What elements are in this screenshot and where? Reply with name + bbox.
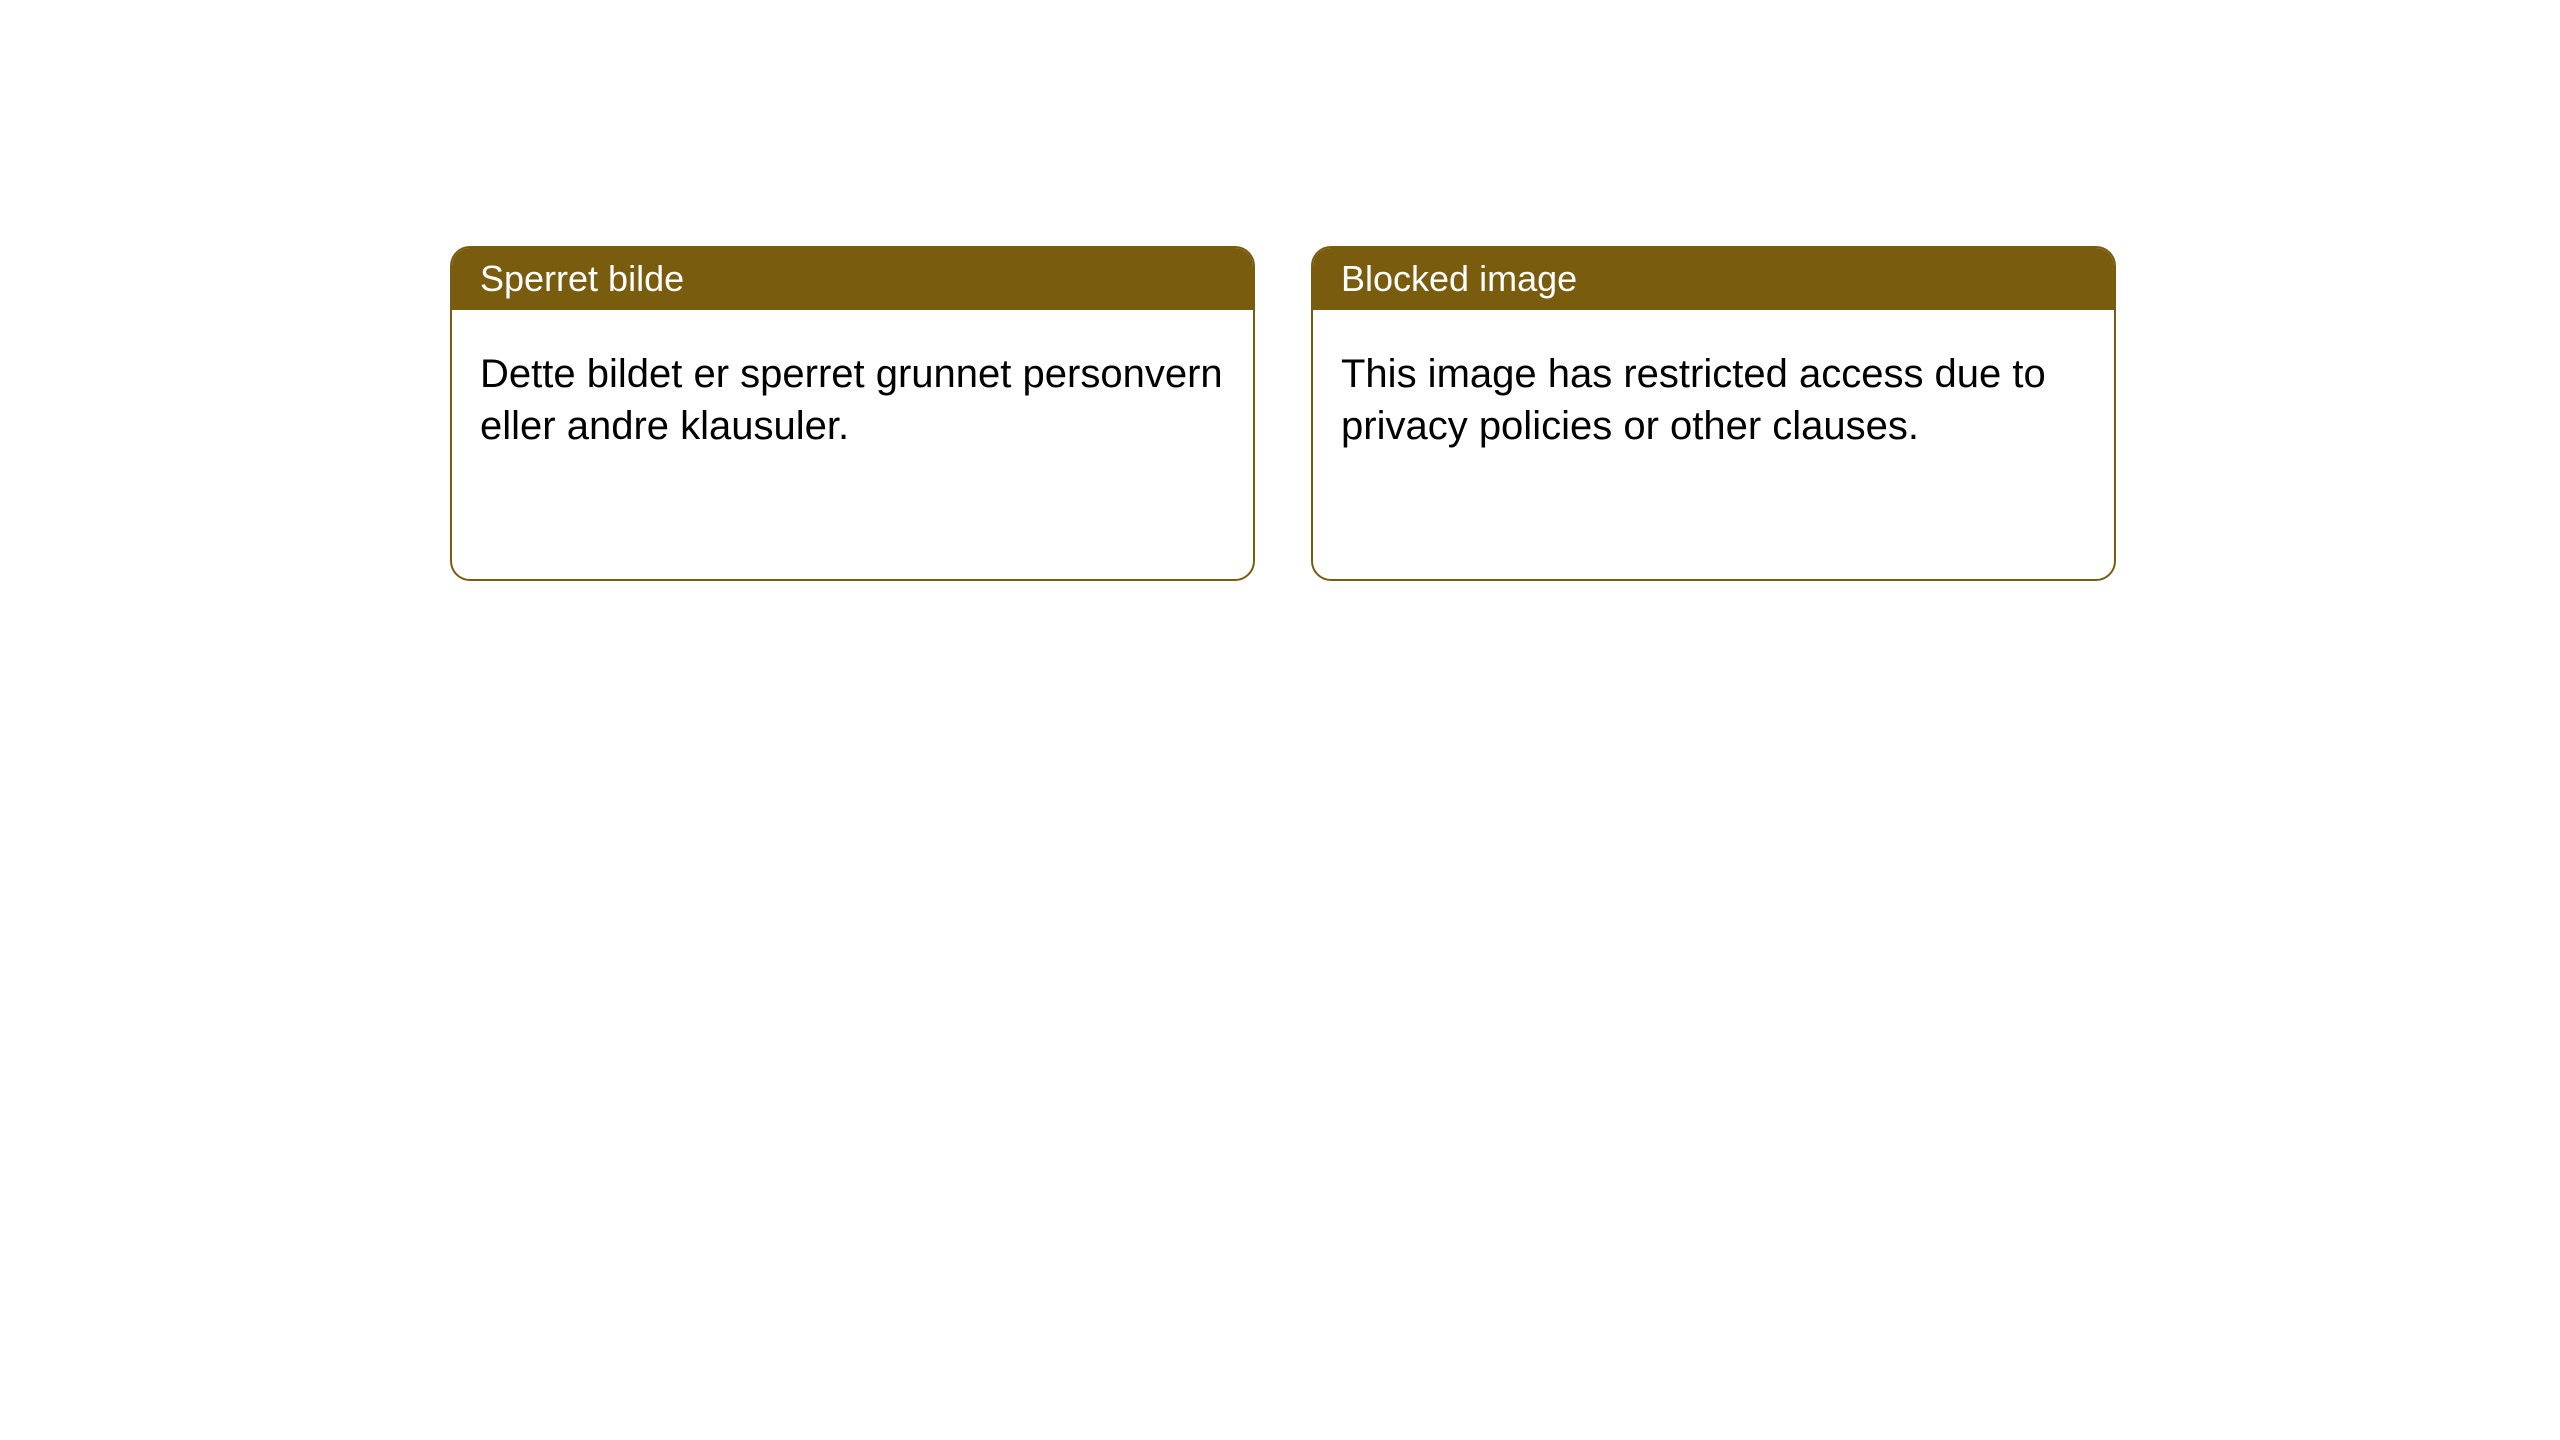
notice-card-norwegian: Sperret bilde Dette bildet er sperret gr… bbox=[450, 246, 1255, 581]
notice-container: Sperret bilde Dette bildet er sperret gr… bbox=[450, 246, 2116, 581]
notice-header: Blocked image bbox=[1313, 248, 2114, 310]
notice-body: This image has restricted access due to … bbox=[1313, 310, 2114, 490]
notice-body: Dette bildet er sperret grunnet personve… bbox=[452, 310, 1253, 490]
notice-card-english: Blocked image This image has restricted … bbox=[1311, 246, 2116, 581]
notice-header: Sperret bilde bbox=[452, 248, 1253, 310]
